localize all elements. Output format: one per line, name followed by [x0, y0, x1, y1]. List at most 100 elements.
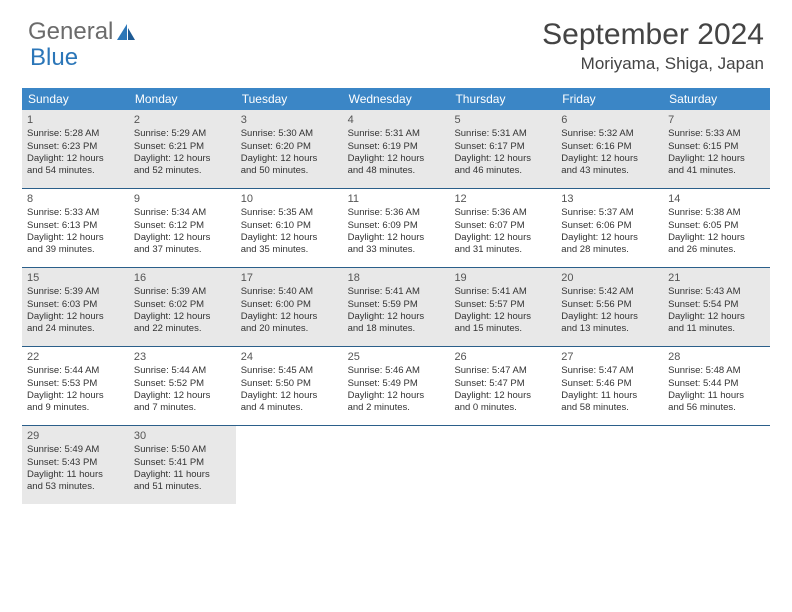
day-cell: 11Sunrise: 5:36 AMSunset: 6:09 PMDayligh…: [343, 189, 450, 267]
day-number: 3: [241, 113, 338, 127]
day-d1: Daylight: 12 hours: [241, 153, 338, 165]
day-number: 10: [241, 192, 338, 206]
dow-sun: Sunday: [22, 88, 129, 110]
day-cell: 29Sunrise: 5:49 AMSunset: 5:43 PMDayligh…: [22, 426, 129, 504]
day-cell: 28Sunrise: 5:48 AMSunset: 5:44 PMDayligh…: [663, 347, 770, 425]
day-cell: 8Sunrise: 5:33 AMSunset: 6:13 PMDaylight…: [22, 189, 129, 267]
day-d1: Daylight: 12 hours: [241, 232, 338, 244]
day-d1: Daylight: 11 hours: [561, 390, 658, 402]
day-d1: Daylight: 12 hours: [348, 390, 445, 402]
day-sr: Sunrise: 5:43 AM: [668, 286, 765, 298]
day-ss: Sunset: 5:52 PM: [134, 378, 231, 390]
day-sr: Sunrise: 5:39 AM: [27, 286, 124, 298]
day-number: 1: [27, 113, 124, 127]
day-d2: and 52 minutes.: [134, 165, 231, 177]
day-d1: Daylight: 11 hours: [134, 469, 231, 481]
day-ss: Sunset: 6:15 PM: [668, 141, 765, 153]
day-d1: Daylight: 12 hours: [454, 232, 551, 244]
day-ss: Sunset: 5:53 PM: [27, 378, 124, 390]
day-d1: Daylight: 12 hours: [561, 311, 658, 323]
day-d2: and 53 minutes.: [27, 481, 124, 493]
day-d2: and 58 minutes.: [561, 402, 658, 414]
day-cell: 13Sunrise: 5:37 AMSunset: 6:06 PMDayligh…: [556, 189, 663, 267]
logo: General: [28, 18, 137, 46]
day-ss: Sunset: 6:21 PM: [134, 141, 231, 153]
day-d2: and 13 minutes.: [561, 323, 658, 335]
day-ss: Sunset: 6:16 PM: [561, 141, 658, 153]
day-sr: Sunrise: 5:42 AM: [561, 286, 658, 298]
day-sr: Sunrise: 5:36 AM: [348, 207, 445, 219]
day-sr: Sunrise: 5:47 AM: [561, 365, 658, 377]
day-d1: Daylight: 12 hours: [134, 311, 231, 323]
day-sr: Sunrise: 5:29 AM: [134, 128, 231, 140]
brand-part2: Blue: [30, 44, 78, 72]
weeks-container: 1Sunrise: 5:28 AMSunset: 6:23 PMDaylight…: [22, 110, 770, 504]
day-cell: 26Sunrise: 5:47 AMSunset: 5:47 PMDayligh…: [449, 347, 556, 425]
day-d2: and 15 minutes.: [454, 323, 551, 335]
day-d2: and 22 minutes.: [134, 323, 231, 335]
day-d1: Daylight: 12 hours: [134, 390, 231, 402]
day-number: 27: [561, 350, 658, 364]
day-d1: Daylight: 12 hours: [454, 390, 551, 402]
day-d2: and 31 minutes.: [454, 244, 551, 256]
day-sr: Sunrise: 5:41 AM: [454, 286, 551, 298]
day-number: 22: [27, 350, 124, 364]
dow-thu: Thursday: [449, 88, 556, 110]
day-ss: Sunset: 6:05 PM: [668, 220, 765, 232]
day-number: 29: [27, 429, 124, 443]
day-d1: Daylight: 11 hours: [27, 469, 124, 481]
day-number: 18: [348, 271, 445, 285]
day-sr: Sunrise: 5:38 AM: [668, 207, 765, 219]
day-d1: Daylight: 12 hours: [561, 232, 658, 244]
day-ss: Sunset: 6:23 PM: [27, 141, 124, 153]
brand-part1: General: [28, 18, 113, 46]
day-ss: Sunset: 6:19 PM: [348, 141, 445, 153]
day-d2: and 9 minutes.: [27, 402, 124, 414]
day-number: 16: [134, 271, 231, 285]
week-row: 22Sunrise: 5:44 AMSunset: 5:53 PM Dayligh…: [22, 347, 770, 426]
day-d2: and 56 minutes.: [668, 402, 765, 414]
day-sr: Sunrise: 5:33 AM: [668, 128, 765, 140]
day-sr: Sunrise: 5:44 AM: [27, 365, 124, 377]
day-number: 7: [668, 113, 765, 127]
day-sr: Sunrise: 5:31 AM: [348, 128, 445, 140]
empty-cell: [236, 426, 343, 504]
day-sr: Sunrise: 5:41 AM: [348, 286, 445, 298]
day-d1: Daylight: 12 hours: [134, 232, 231, 244]
dow-row: Sunday Monday Tuesday Wednesday Thursday…: [22, 88, 770, 110]
day-number: 4: [348, 113, 445, 127]
day-cell: 18Sunrise: 5:41 AMSunset: 5:59 PMDayligh…: [343, 268, 450, 346]
day-ss: Sunset: 6:20 PM: [241, 141, 338, 153]
dow-fri: Friday: [556, 88, 663, 110]
day-d1: Daylight: 12 hours: [668, 153, 765, 165]
day-sr: Sunrise: 5:46 AM: [348, 365, 445, 377]
day-d2: and 51 minutes.: [134, 481, 231, 493]
day-d1: Daylight: 12 hours: [348, 153, 445, 165]
day-number: 30: [134, 429, 231, 443]
day-ss: Sunset: 6:03 PM: [27, 299, 124, 311]
day-d2: and 28 minutes.: [561, 244, 658, 256]
day-number: 28: [668, 350, 765, 364]
day-d2: and 50 minutes.: [241, 165, 338, 177]
day-d2: and 54 minutes.: [27, 165, 124, 177]
week-row: 1Sunrise: 5:28 AMSunset: 6:23 PMDaylight…: [22, 110, 770, 189]
day-d1: Daylight: 12 hours: [348, 311, 445, 323]
day-d2: and 24 minutes.: [27, 323, 124, 335]
location: Moriyama, Shiga, Japan: [542, 54, 764, 74]
day-cell: 19Sunrise: 5:41 AMSunset: 5:57 PMDayligh…: [449, 268, 556, 346]
day-sr: Sunrise: 5:31 AM: [454, 128, 551, 140]
day-d2: and 0 minutes.: [454, 402, 551, 414]
day-number: 5: [454, 113, 551, 127]
day-number: 12: [454, 192, 551, 206]
day-sr: Sunrise: 5:50 AM: [134, 444, 231, 456]
day-d1: Daylight: 11 hours: [668, 390, 765, 402]
day-d1: Daylight: 12 hours: [454, 153, 551, 165]
day-ss: Sunset: 6:02 PM: [134, 299, 231, 311]
day-ss: Sunset: 5:59 PM: [348, 299, 445, 311]
header: General September 2024 Moriyama, Shiga, …: [0, 0, 792, 82]
day-cell: 23Sunrise: 5:44 AMSunset: 5:52 PMDayligh…: [129, 347, 236, 425]
day-ss: Sunset: 6:09 PM: [348, 220, 445, 232]
day-cell: 16Sunrise: 5:39 AMSunset: 6:02 PMDayligh…: [129, 268, 236, 346]
day-ss: Sunset: 5:44 PM: [668, 378, 765, 390]
month-title: September 2024: [542, 18, 764, 52]
